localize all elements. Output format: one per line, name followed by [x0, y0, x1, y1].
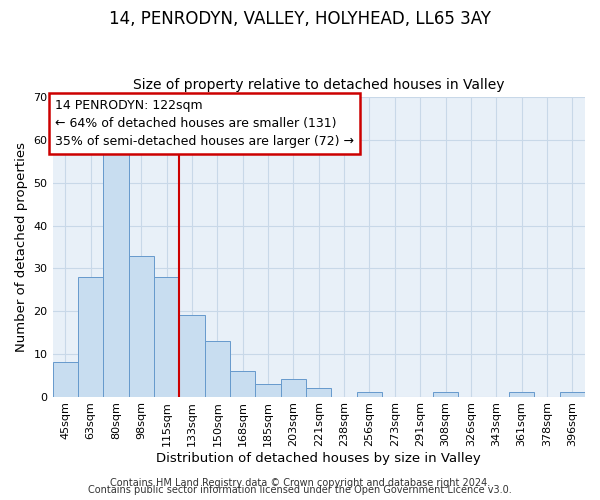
Title: Size of property relative to detached houses in Valley: Size of property relative to detached ho…	[133, 78, 505, 92]
Y-axis label: Number of detached properties: Number of detached properties	[15, 142, 28, 352]
Text: Contains HM Land Registry data © Crown copyright and database right 2024.: Contains HM Land Registry data © Crown c…	[110, 478, 490, 488]
Text: 14, PENRODYN, VALLEY, HOLYHEAD, LL65 3AY: 14, PENRODYN, VALLEY, HOLYHEAD, LL65 3AY	[109, 10, 491, 28]
Bar	[230, 371, 256, 396]
Text: Contains public sector information licensed under the Open Government Licence v3: Contains public sector information licen…	[88, 485, 512, 495]
Bar	[205, 341, 230, 396]
X-axis label: Distribution of detached houses by size in Valley: Distribution of detached houses by size …	[157, 452, 481, 465]
Bar	[154, 277, 179, 396]
Bar	[53, 362, 78, 396]
Bar	[128, 256, 154, 396]
Bar	[78, 277, 103, 396]
Bar	[103, 153, 128, 396]
Bar	[357, 392, 382, 396]
Bar	[256, 384, 281, 396]
Bar	[306, 388, 331, 396]
Bar	[433, 392, 458, 396]
Bar	[560, 392, 585, 396]
Text: 14 PENRODYN: 122sqm
← 64% of detached houses are smaller (131)
35% of semi-detac: 14 PENRODYN: 122sqm ← 64% of detached ho…	[55, 99, 354, 148]
Bar	[509, 392, 534, 396]
Bar	[179, 316, 205, 396]
Bar	[281, 380, 306, 396]
